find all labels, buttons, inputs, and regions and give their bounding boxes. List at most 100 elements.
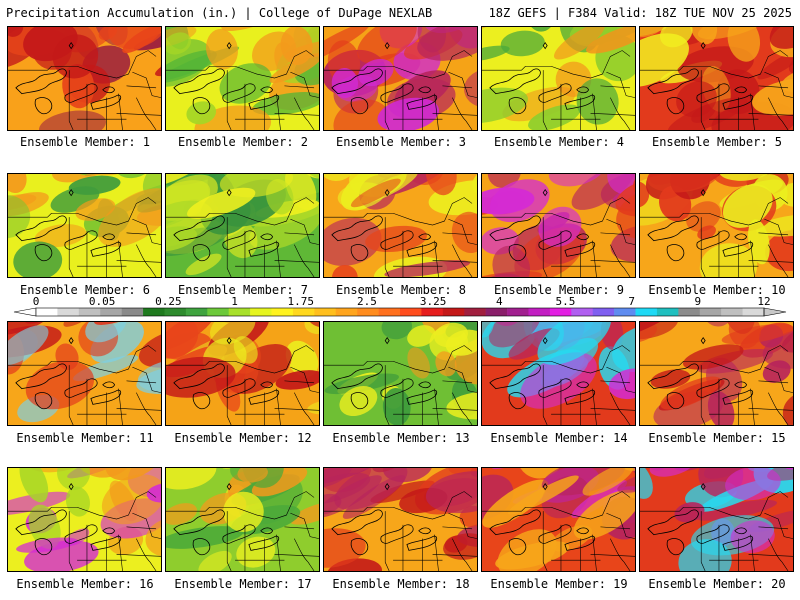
lake-outline (15, 363, 67, 390)
precip-blob (497, 529, 557, 571)
precip-blob (425, 471, 477, 514)
precip-blob (650, 369, 691, 389)
station-marker-icon (226, 336, 232, 345)
state-border (116, 554, 161, 557)
precip-blob (25, 360, 94, 410)
precip-blob (571, 480, 628, 518)
ensemble-map-2 (165, 26, 320, 131)
state-border (290, 71, 319, 98)
ensemble-map-12 (165, 321, 320, 426)
state-border (434, 240, 439, 277)
precip-blob (384, 260, 471, 277)
state-border (750, 388, 755, 425)
precip-blob (8, 325, 49, 366)
lake-outline (489, 215, 541, 242)
state-border (748, 408, 793, 411)
lake-outline (173, 215, 225, 242)
state-border (324, 50, 473, 79)
ensemble-map-3 (323, 26, 478, 131)
state-border (600, 232, 631, 236)
state-border (132, 218, 161, 245)
state-border (610, 244, 631, 277)
state-border (592, 240, 597, 277)
precip-blob (718, 174, 775, 181)
lake-outline (15, 509, 67, 536)
lake-outline (647, 68, 699, 95)
state-border (606, 218, 635, 245)
state-border (640, 491, 789, 520)
ensemble-map-6 (7, 173, 162, 278)
ensemble-member-caption: Ensemble Member: 10 (648, 283, 786, 297)
state-border (592, 93, 597, 130)
state-border (434, 388, 439, 425)
colorbar-swatch (378, 308, 401, 316)
precip-blob (725, 468, 781, 501)
precip-blob (219, 174, 294, 198)
ensemble-map-15 (639, 321, 794, 426)
state-border (748, 554, 793, 557)
lake-outline (102, 86, 116, 94)
state-border (482, 345, 631, 374)
station-marker-icon (384, 188, 390, 197)
precip-field (324, 322, 477, 425)
state-border (324, 345, 473, 374)
precip-blob (237, 468, 268, 483)
lake-outline (173, 363, 225, 390)
lake-outline (734, 233, 748, 241)
precip-blob (198, 550, 232, 571)
state-border (452, 244, 473, 277)
station-marker-icon (68, 41, 74, 50)
precip-blob (482, 87, 528, 124)
precip-blob (500, 30, 545, 57)
lake-outline (90, 535, 122, 551)
precip-blob (640, 468, 653, 499)
lake-outline (508, 538, 527, 556)
ensemble-member-caption: Ensemble Member: 9 (493, 283, 625, 297)
colorbar-swatch (36, 308, 58, 316)
ensemble-member-caption: Ensemble Member: 19 (490, 577, 628, 591)
ensemble-member-caption: Ensemble Member: 20 (648, 577, 786, 591)
precip-blob (324, 373, 399, 395)
precip-blob (251, 468, 308, 497)
ensemble-member-caption: Ensemble Member: 5 (651, 135, 783, 149)
state-border (590, 260, 635, 263)
state-border (126, 232, 157, 236)
colorbar-swatch (656, 308, 679, 316)
colorbar-tick-label: 7 (628, 295, 635, 308)
state-border (274, 260, 319, 263)
precip-field (8, 174, 161, 277)
precip-blob (699, 243, 758, 277)
state-border (384, 217, 390, 277)
state-border (136, 244, 157, 277)
lake-outline (350, 538, 369, 556)
state-border (126, 526, 157, 530)
state-border (274, 408, 319, 411)
precip-blob (576, 78, 619, 125)
colorbar-swatch (121, 308, 144, 316)
ensemble-map-1 (7, 26, 162, 131)
precip-blob (482, 479, 549, 528)
precip-blob (586, 27, 635, 54)
lake-outline (418, 233, 432, 241)
lake-outline (350, 97, 369, 115)
precip-blob (85, 322, 127, 343)
state-border (284, 232, 315, 236)
lake-outline (350, 244, 369, 262)
ensemble-member-caption: Ensemble Member: 3 (335, 135, 467, 149)
precip-blob (451, 211, 477, 253)
state-border (284, 526, 315, 530)
station-marker-icon (226, 188, 232, 197)
lake-outline (564, 389, 596, 405)
state-border (448, 218, 477, 245)
state-border (442, 85, 473, 89)
precip-blob (667, 97, 748, 130)
precip-field (8, 468, 161, 571)
precip-blob (765, 230, 793, 272)
precip-blob (223, 491, 264, 532)
colorbar-swatch (721, 308, 743, 316)
precip-blob (285, 340, 319, 378)
precip-blob (752, 78, 793, 116)
state-border (434, 93, 439, 130)
state-border (600, 85, 631, 89)
precip-field (166, 468, 319, 571)
